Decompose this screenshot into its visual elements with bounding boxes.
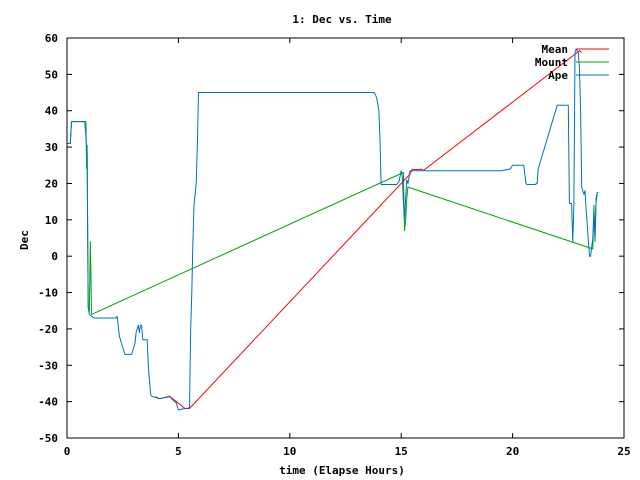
y-tick-label: -50 xyxy=(38,432,58,445)
y-tick-label: -40 xyxy=(38,396,58,409)
x-tick-label: 10 xyxy=(283,445,296,458)
x-tick-label: 15 xyxy=(395,445,408,458)
axis-ticks: 0 5 10 15 20 25 -50 -40 -30 -20 -10 0 10 20 30 40 50 60 xyxy=(38,32,631,458)
x-tick-label: 20 xyxy=(506,445,519,458)
plot-area-border xyxy=(66,37,625,439)
y-tick-label: -20 xyxy=(38,323,58,336)
y-tick-label: 40 xyxy=(45,105,58,118)
y-tick-label: 50 xyxy=(45,68,58,81)
plot-series xyxy=(67,48,599,411)
y-tick-label: 10 xyxy=(45,214,58,227)
x-tick-label: 25 xyxy=(617,445,630,458)
x-axis-label: time (Elapse Hours) xyxy=(279,464,405,477)
chart-title: 1: Dec vs. Time xyxy=(292,13,392,26)
y-tick-label: 30 xyxy=(45,141,58,154)
x-tick-label: 5 xyxy=(175,445,182,458)
x-tick-label: 0 xyxy=(64,445,71,458)
legend-label-mount: Mount xyxy=(535,56,568,69)
y-axis-label: Dec xyxy=(18,230,31,250)
y-tick-label: -10 xyxy=(38,287,58,300)
legend-label-ape: Ape xyxy=(548,69,568,82)
legend-label-mean: Mean xyxy=(542,43,569,56)
y-tick-label: -30 xyxy=(38,359,58,372)
y-tick-label: 0 xyxy=(51,250,58,263)
series-line-ape xyxy=(67,48,599,411)
y-tick-label: 20 xyxy=(45,177,58,190)
y-tick-label: 60 xyxy=(45,32,58,45)
